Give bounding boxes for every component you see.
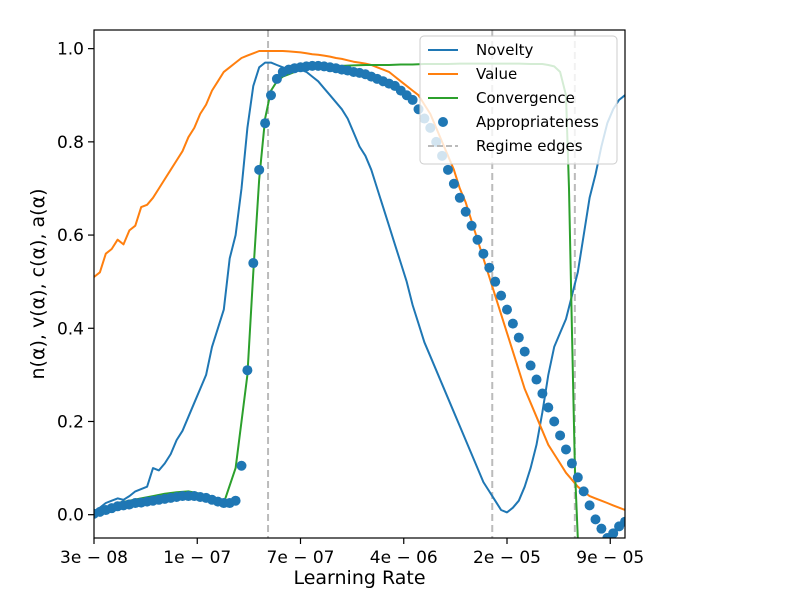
appropriateness-point <box>578 486 589 497</box>
appropriateness-point <box>519 346 530 357</box>
x-tick-label: 7e − 07 <box>267 548 335 568</box>
appropriateness-point <box>531 374 542 385</box>
appropriateness-point <box>460 206 471 217</box>
appropriateness-point <box>561 444 571 455</box>
appropriateness-point <box>566 458 577 469</box>
legend-label: Novelty <box>476 41 534 59</box>
x-axis-title: Learning Rate <box>293 567 425 589</box>
appropriateness-point <box>537 388 548 399</box>
series-layer <box>94 50 625 538</box>
legend-label: Convergence <box>476 89 575 107</box>
appropriateness-point <box>490 276 501 287</box>
appropriateness-point <box>572 472 583 483</box>
appropriateness-point <box>472 234 483 245</box>
y-tick-label: 0.4 <box>57 319 84 339</box>
appropriateness-point <box>254 164 265 175</box>
plot-frame <box>93 29 626 539</box>
appropriateness-point <box>507 318 518 329</box>
appropriateness-point <box>584 500 595 511</box>
appropriateness-point <box>260 118 271 129</box>
x-tick-label: 4e − 06 <box>370 548 438 568</box>
appropriateness-point <box>620 516 625 527</box>
appropriateness-point <box>608 528 619 538</box>
y-tick-label: 0.0 <box>57 506 84 526</box>
appropriateness-point <box>448 178 459 189</box>
x-tick-label: 2e − 05 <box>473 548 541 568</box>
series-line-value <box>94 50 625 511</box>
appropriateness-point <box>525 360 536 371</box>
series-line-novelty <box>94 61 625 514</box>
appropriateness-point <box>248 258 259 269</box>
legend-label: Regime edges <box>476 137 583 155</box>
appropriateness-point <box>484 262 495 273</box>
y-tick-label: 0.6 <box>57 226 84 246</box>
appropriateness-point <box>271 73 282 84</box>
appropriateness-point <box>496 290 507 301</box>
appropriateness-point <box>266 90 276 101</box>
appropriateness-point <box>466 220 477 231</box>
appropriateness-point <box>502 304 512 315</box>
y-tick-label: 1.0 <box>57 40 84 60</box>
x-tick-label: 1e − 07 <box>163 548 231 568</box>
x-tick-label: 3e − 08 <box>60 548 128 568</box>
appropriateness-point <box>454 192 465 203</box>
y-tick-label: 0.2 <box>57 412 84 432</box>
appropriateness-point <box>230 495 241 506</box>
legend-label: Value <box>476 65 517 83</box>
legend-marker <box>438 117 448 127</box>
y-axis-title: n(α), v(α), c(α), a(α) <box>27 188 49 379</box>
x-tick-label: 9e − 05 <box>576 548 644 568</box>
appropriateness-point <box>590 514 601 525</box>
y-tick-label: 0.8 <box>57 133 84 153</box>
appropriateness-point <box>555 430 566 441</box>
appropriateness-point <box>443 164 453 175</box>
legend-box <box>419 35 618 165</box>
appropriateness-point <box>596 523 607 534</box>
y-axis: 0.0 0.2 0.4 0.6 0.8 1.0 <box>57 40 94 526</box>
appropriateness-point <box>513 332 524 343</box>
appropriateness-point <box>242 365 253 376</box>
appropriateness-point <box>478 248 489 259</box>
appropriateness-point <box>549 416 560 427</box>
appropriateness-point <box>543 402 554 413</box>
legend-label: Appropriateness <box>476 113 599 131</box>
x-axis: 3e − 08 1e − 07 7e − 07 4e − 06 2e − 05 9e − … <box>60 538 644 568</box>
legend: Novelty Value Convergence Appropriateness Re… <box>419 35 618 165</box>
appropriateness-point <box>407 94 418 105</box>
appropriateness-point <box>236 460 247 471</box>
